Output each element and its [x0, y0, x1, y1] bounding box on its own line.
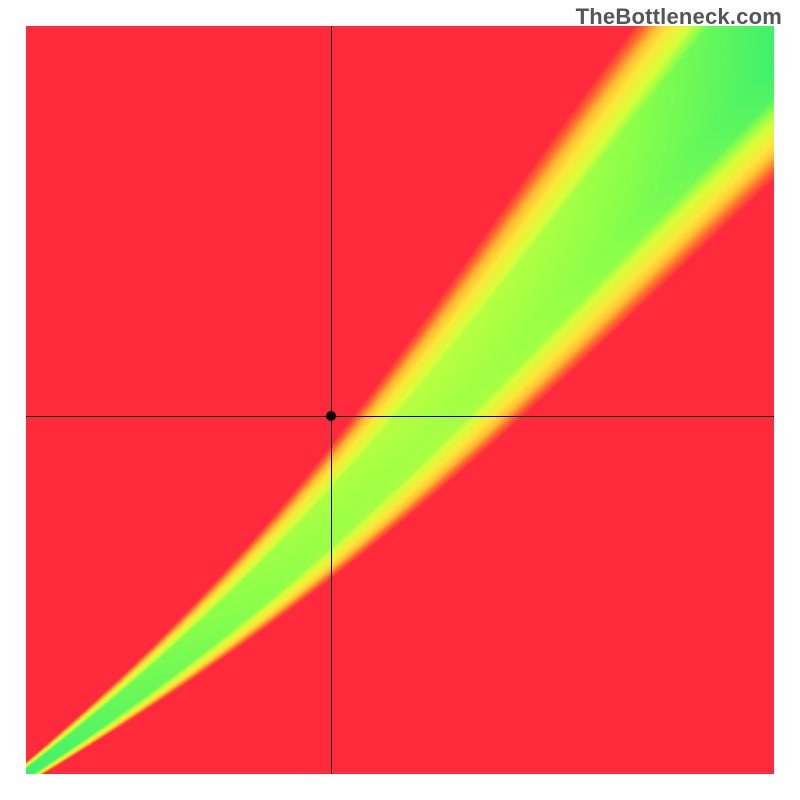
heatmap-plot: [26, 26, 774, 774]
watermark-text: TheBottleneck.com: [576, 4, 782, 30]
crosshair-horizontal: [26, 416, 774, 417]
heatmap-canvas: [26, 26, 774, 774]
crosshair-vertical: [331, 26, 332, 774]
crosshair-marker-dot: [326, 411, 336, 421]
